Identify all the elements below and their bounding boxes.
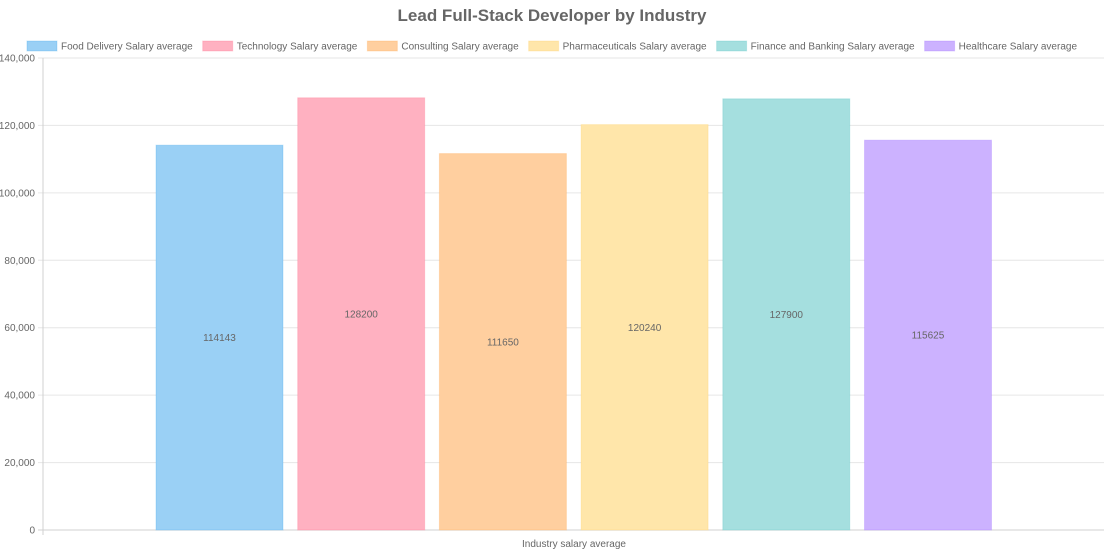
legend-swatch [26, 40, 58, 52]
legend-label: Consulting Salary average [401, 42, 519, 53]
bars-layer [155, 97, 992, 531]
legend-label: Food Delivery Salary average [61, 42, 193, 53]
legend: Food Delivery Salary average Technology S… [26, 40, 1078, 53]
data-labels: 114143 128200 111650 120240 127900 115625 [203, 309, 945, 348]
bar-value-label: 111650 [487, 337, 519, 348]
bar [864, 139, 992, 531]
y-tick-label: 20,000 [4, 458, 35, 469]
legend-label: Technology Salary average [237, 42, 358, 53]
y-tick-label: 140,000 [0, 54, 35, 65]
legend-swatch [924, 40, 956, 52]
legend-item: Food Delivery Salary average [26, 40, 193, 53]
legend-label: Finance and Banking Salary average [751, 42, 915, 53]
y-tick-label: 80,000 [4, 256, 35, 267]
bar-value-label: 127900 [770, 310, 804, 321]
y-tick-label: 0 [29, 526, 35, 537]
legend-swatch [716, 40, 748, 52]
bar-value-label: 115625 [912, 331, 945, 342]
bar [297, 97, 426, 531]
bar [580, 124, 709, 531]
y-tick-label: 60,000 [4, 323, 35, 334]
chart-title: Lead Full-Stack Developer by Industry [397, 6, 707, 25]
legend-swatch [528, 40, 560, 52]
y-axis: 0 20,000 40,000 60,000 80,000 100,000 120,000 1… [0, 54, 44, 537]
bar-value-label: 128200 [345, 309, 379, 320]
legend-swatch [366, 40, 398, 52]
y-tick-label: 40,000 [4, 391, 35, 402]
legend-swatch [202, 40, 234, 52]
legend-item: Healthcare Salary average [924, 40, 1078, 53]
legend-label: Pharmaceuticals Salary average [563, 42, 707, 53]
y-tick-label: 120,000 [0, 121, 35, 132]
bar-value-label: 120240 [628, 323, 662, 334]
legend-item: Pharmaceuticals Salary average [528, 40, 707, 53]
legend-item: Consulting Salary average [366, 40, 519, 53]
y-tick-label: 100,000 [0, 188, 35, 199]
bar-value-label: 114143 [203, 333, 236, 344]
bar [722, 98, 851, 531]
legend-item: Finance and Banking Salary average [716, 40, 915, 53]
legend-item: Technology Salary average [202, 40, 358, 53]
bar [438, 153, 567, 531]
bar [155, 144, 284, 531]
x-axis-title: Industry salary average [522, 539, 626, 550]
legend-label: Healthcare Salary average [959, 42, 1078, 53]
